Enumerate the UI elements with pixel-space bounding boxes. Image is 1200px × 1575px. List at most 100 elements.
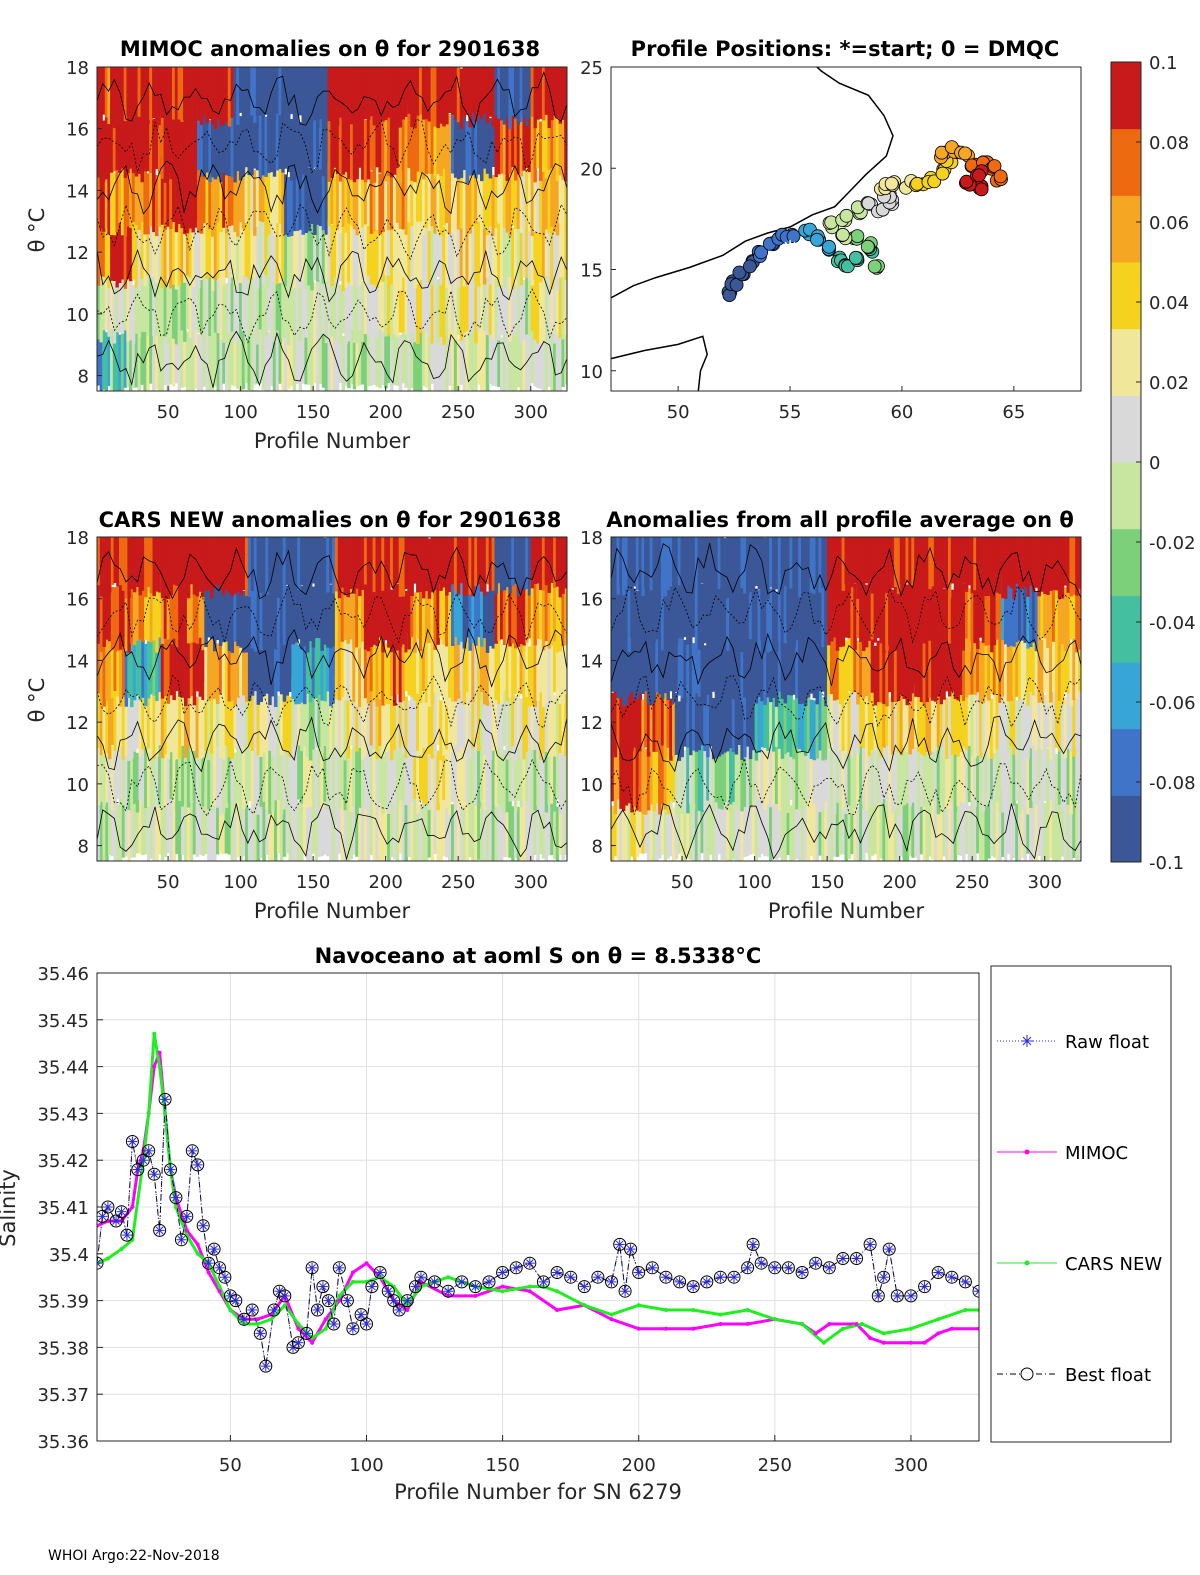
heatmap-cell	[445, 795, 449, 858]
heatmap-cell	[630, 684, 634, 752]
heatmap-cell	[942, 796, 946, 857]
heatmap-cell	[143, 269, 147, 332]
heatmap-cell	[213, 110, 218, 180]
heatmap-cell	[474, 110, 478, 179]
x-tick-label: 200	[368, 402, 402, 423]
heatmap-cell	[686, 578, 690, 645]
heatmap-cell	[500, 694, 504, 755]
heatmap-cell	[666, 680, 670, 748]
heatmap-cell	[876, 537, 880, 586]
heatmap-cell	[427, 67, 432, 122]
heatmap-cell	[619, 537, 623, 587]
heatmap-cell	[553, 67, 557, 116]
heatmap-cell	[658, 632, 662, 695]
heatmap-cell	[950, 625, 955, 692]
heatmap-cell	[502, 329, 507, 391]
heatmap-cell	[893, 800, 898, 861]
heatmap-cell	[777, 537, 782, 594]
heatmap-cell	[242, 590, 246, 653]
heatmap-cell	[740, 537, 744, 589]
heatmap-cell	[390, 109, 394, 178]
contour-line	[97, 288, 567, 344]
heatmap-cell	[899, 790, 904, 857]
heatmap-cell	[369, 537, 374, 592]
heatmap-cell	[404, 537, 408, 590]
heatmap-cell	[541, 753, 546, 814]
heatmap-cell	[500, 569, 504, 640]
heatmap-cell	[407, 162, 411, 223]
heatmap-cell	[553, 172, 557, 232]
heatmap-cell	[555, 112, 560, 182]
heatmap-cell	[769, 805, 773, 861]
heatmap-cell	[404, 111, 408, 174]
heatmap-cell	[809, 537, 814, 593]
heatmap-cell	[287, 177, 291, 237]
heatmap-cell	[731, 732, 736, 802]
heatmap-cell	[459, 318, 464, 385]
heatmap-cell	[919, 537, 924, 593]
heatmap-cell	[1023, 798, 1027, 861]
heatmap-cell	[264, 273, 268, 337]
heatmap-cell	[236, 320, 240, 389]
heatmap-cell	[1018, 537, 1022, 588]
heatmap-cell	[1012, 584, 1016, 647]
heatmap-cell	[1063, 628, 1068, 692]
heatmap-cell	[616, 537, 620, 595]
heatmap-cell	[453, 280, 458, 341]
heatmap-cell	[477, 111, 481, 175]
heatmap-cell	[1020, 692, 1025, 753]
heatmap-cell	[482, 537, 487, 596]
heatmap-cell	[255, 282, 260, 345]
heatmap-cell	[272, 174, 277, 236]
heatmap-cell	[316, 273, 320, 341]
heatmap-cell	[261, 327, 265, 390]
heatmap-cell	[1046, 678, 1050, 748]
heatmap-cell	[850, 691, 854, 759]
heatmap-cell	[539, 274, 543, 345]
heatmap-cell	[967, 629, 972, 696]
heatmap-cell	[157, 276, 162, 344]
heatmap-cell	[789, 586, 793, 647]
heatmap-cell	[186, 739, 191, 808]
contour-line	[611, 715, 1081, 773]
heatmap-cell	[119, 731, 123, 800]
heatmap-cell	[132, 787, 137, 858]
heatmap-cell	[511, 325, 515, 391]
heatmap-cell	[178, 582, 182, 647]
heatmap-cell	[123, 327, 127, 388]
heatmap-cell	[107, 218, 111, 289]
heatmap-cell	[502, 787, 507, 857]
footer-credit: WHOI Argo:22-Nov-2018	[48, 1548, 220, 1564]
heatmap-cell	[453, 795, 458, 861]
heatmap-cell	[541, 67, 546, 121]
heatmap-cell	[922, 578, 926, 644]
raw-star-stroke	[319, 1282, 327, 1291]
heatmap-cell	[950, 537, 955, 584]
heatmap-cell	[914, 739, 918, 802]
raw-star-stroke	[947, 1273, 956, 1282]
heatmap-cell	[384, 67, 388, 121]
heatmap-cell	[494, 115, 498, 178]
heatmap-cell	[261, 215, 265, 286]
heatmap-cell	[465, 121, 469, 184]
heatmap-cell	[152, 276, 156, 337]
heatmap-cell	[381, 801, 385, 861]
heatmap-cell	[433, 793, 437, 854]
raw-star-stroke	[444, 1287, 453, 1296]
heatmap-cell	[378, 260, 382, 330]
heatmap-cell	[166, 221, 170, 282]
heatmap-cell	[873, 791, 878, 854]
heatmap-cell	[700, 743, 704, 812]
heatmap-cell	[911, 537, 915, 586]
heatmap-cell	[222, 275, 226, 343]
best-float-point	[673, 1275, 687, 1289]
heatmap-cell	[711, 806, 716, 861]
y-tick-label: 14	[580, 651, 603, 672]
heatmap-cell	[448, 168, 452, 235]
heatmap-cell	[633, 537, 637, 587]
heatmap-cell	[369, 270, 374, 334]
best-float-point	[958, 1275, 972, 1289]
heatmap-cell	[780, 801, 785, 861]
heatmap-cell	[522, 165, 526, 226]
heatmap-cell	[439, 537, 443, 591]
